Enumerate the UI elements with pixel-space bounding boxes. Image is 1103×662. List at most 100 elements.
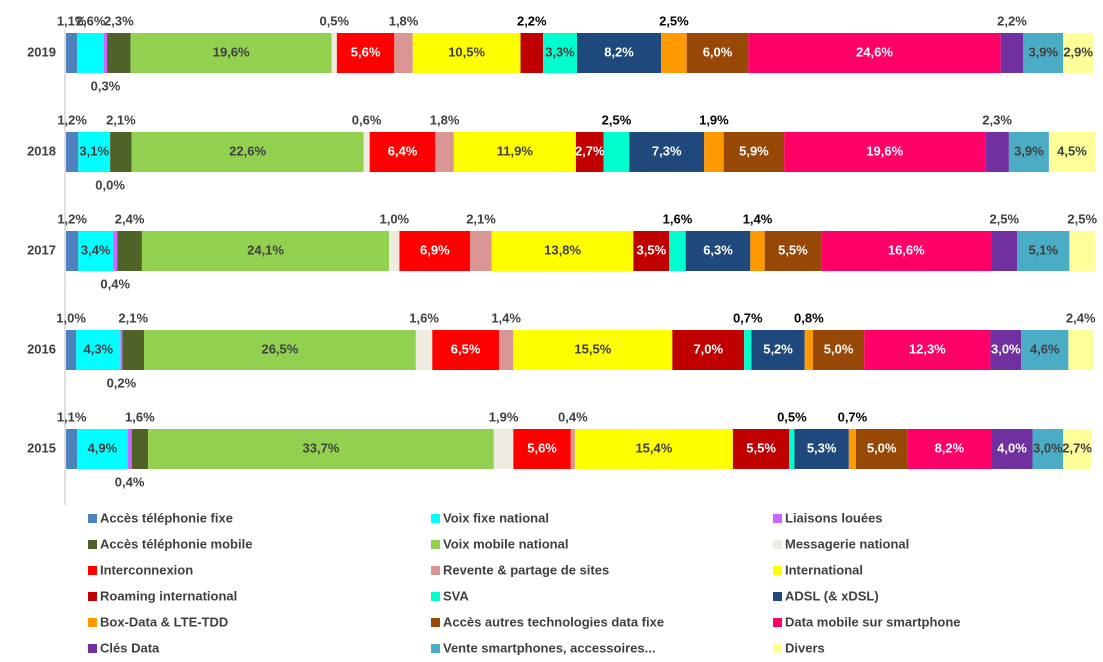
data-label: 26,5%	[261, 341, 298, 356]
bar-segment	[1032, 429, 1064, 469]
data-label: 5,1%	[1028, 242, 1058, 257]
data-label: 6,9%	[420, 242, 450, 257]
data-label: 0,8%	[794, 310, 824, 325]
legend-swatch	[431, 644, 440, 653]
bar-segment	[520, 33, 544, 73]
legend-label: Data mobile sur smartphone	[785, 614, 961, 629]
data-label: 6,4%	[388, 143, 418, 158]
bar-segment	[369, 132, 436, 172]
data-label: 3,4%	[81, 242, 111, 257]
bar-segment	[672, 330, 745, 370]
data-label: 0,4%	[100, 276, 130, 291]
data-label: 5,9%	[739, 143, 769, 158]
data-label: 6,0%	[703, 44, 733, 59]
bar-segment	[576, 33, 662, 73]
bar-segment	[543, 33, 577, 73]
bar-segment	[143, 330, 416, 370]
data-label: 4,9%	[88, 440, 118, 455]
bar-segment	[794, 429, 849, 469]
data-label: 2,7%	[1062, 440, 1092, 455]
bar-segment	[77, 33, 104, 73]
data-label: 2,3%	[104, 13, 134, 28]
data-label: 2,1%	[106, 112, 136, 127]
data-label: 16,6%	[888, 242, 925, 257]
bar-segment	[453, 132, 576, 172]
legend-label: International	[785, 562, 863, 577]
data-label: 22,6%	[229, 143, 266, 158]
data-label: 1,0%	[56, 310, 86, 325]
bar-segment	[985, 132, 1009, 172]
bar-segment	[856, 429, 908, 469]
bar-segment	[574, 429, 733, 469]
data-label: 19,6%	[213, 44, 250, 59]
data-label: 2,4%	[1066, 310, 1096, 325]
data-label: 2,1%	[118, 310, 148, 325]
bar-segment	[107, 33, 131, 73]
bar-segment	[991, 231, 1018, 271]
data-label: 15,5%	[574, 341, 611, 356]
data-label: 12,3%	[909, 341, 946, 356]
data-label: 0,2%	[107, 375, 137, 390]
data-label: 4,5%	[1057, 143, 1087, 158]
bar-segment	[66, 33, 78, 73]
bar-segment	[1063, 33, 1094, 73]
data-label: 4,6%	[1030, 341, 1060, 356]
data-label: 24,1%	[247, 242, 284, 257]
data-label: 0,5%	[777, 409, 807, 424]
bar-segment	[1023, 33, 1064, 73]
data-label: 2,5%	[659, 13, 689, 28]
bar-segment	[110, 132, 132, 172]
legend-label: Interconnexion	[100, 562, 193, 577]
bar-segment	[415, 330, 433, 370]
bar-segment	[629, 132, 705, 172]
bar-segment	[432, 330, 499, 370]
legend-label: Liaisons louées	[785, 510, 883, 525]
data-label: 1,6%	[409, 310, 439, 325]
y-tick-label: 2015	[27, 440, 56, 455]
bar-segment	[127, 429, 132, 469]
data-label: 1,4%	[743, 211, 773, 226]
data-label: 1,0%	[379, 211, 409, 226]
bar-segment	[633, 231, 670, 271]
data-label: 2,2%	[997, 13, 1027, 28]
bar-segment	[113, 231, 118, 271]
bar-segment	[435, 132, 454, 172]
bar-segment	[399, 231, 471, 271]
bar-segment	[991, 429, 1033, 469]
bar-segment	[723, 132, 785, 172]
bar-segment	[131, 429, 149, 469]
data-label: 2,7%	[575, 143, 605, 158]
data-label: 0,4%	[558, 409, 588, 424]
y-tick-label: 2019	[27, 44, 56, 59]
data-label: 1,6%	[663, 211, 693, 226]
data-label: 5,5%	[746, 440, 776, 455]
data-label: 5,0%	[824, 341, 854, 356]
legend-label: Revente & partage de sites	[443, 562, 609, 577]
bar-segment	[704, 132, 724, 172]
bar-segment	[764, 231, 822, 271]
bar-segment	[470, 231, 492, 271]
bar-segment	[103, 33, 108, 73]
y-tick-label: 2017	[27, 242, 56, 257]
data-label: 24,6%	[856, 44, 893, 59]
data-label: 11,9%	[497, 143, 534, 158]
y-tick-label: 2016	[27, 341, 56, 356]
bar-segment	[122, 330, 144, 370]
data-label: 5,6%	[527, 440, 557, 455]
bar-segment	[66, 330, 77, 370]
bar-segment	[603, 132, 630, 172]
legend-swatch	[431, 514, 440, 523]
bar-segment	[661, 33, 687, 73]
legend-swatch	[88, 644, 97, 653]
data-label: 0,7%	[733, 310, 763, 325]
data-label: 4,3%	[83, 341, 113, 356]
data-label: 1,9%	[699, 112, 729, 127]
bar-segment	[141, 231, 390, 271]
y-tick-label: 2018	[27, 143, 56, 158]
bar-segment	[669, 231, 686, 271]
bar-segment	[848, 429, 857, 469]
legend-swatch	[431, 618, 440, 627]
bar-segment	[66, 429, 78, 469]
bar-segment	[513, 330, 673, 370]
bar-segment	[78, 231, 114, 271]
